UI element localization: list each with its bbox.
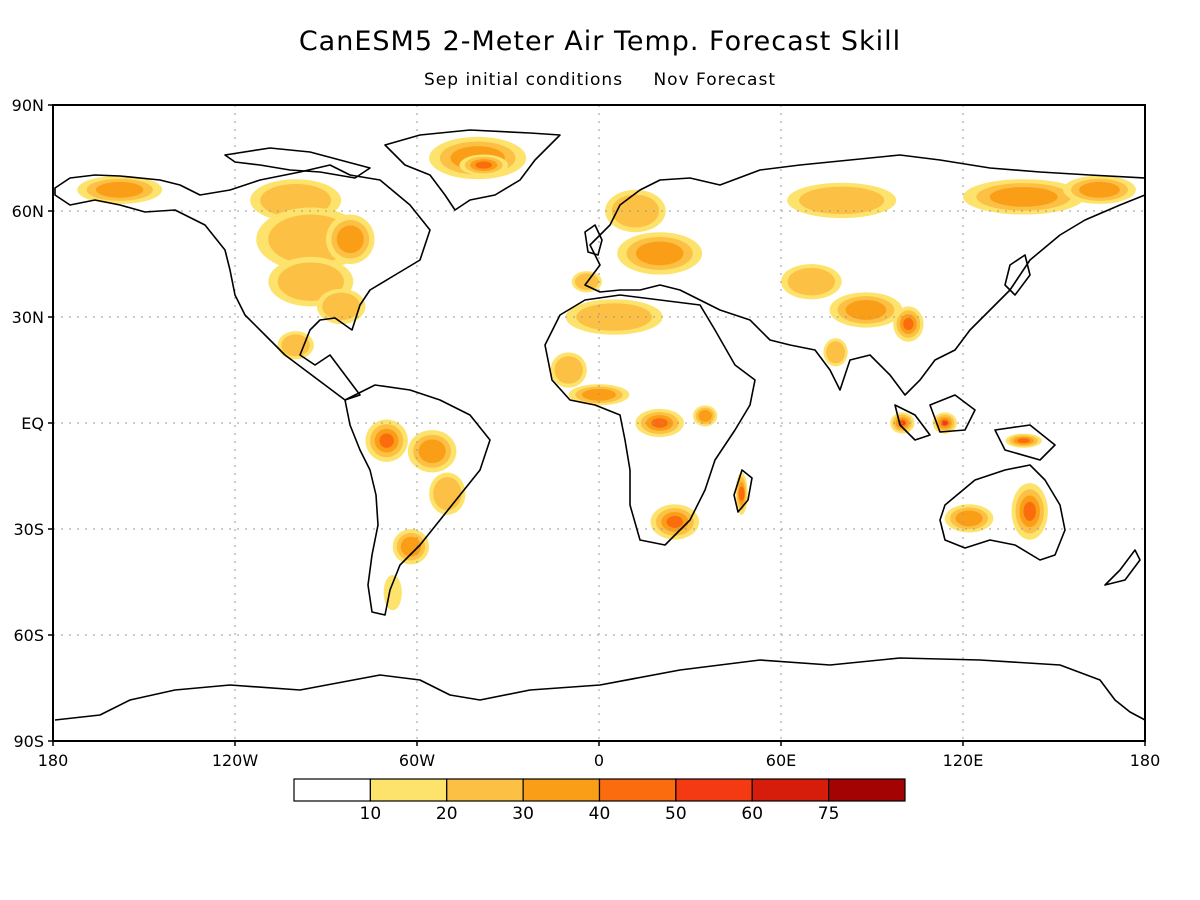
colorbar-swatch bbox=[293, 778, 371, 802]
skill-region-amazon-east-level-3 bbox=[418, 439, 446, 464]
coastline-uk bbox=[584, 224, 603, 256]
colorbar-swatch bbox=[369, 778, 448, 802]
lat-tick-label: EQ bbox=[21, 414, 44, 433]
skill-region-china-south-level-4 bbox=[903, 318, 914, 331]
skill-region-southern-africa-level-4 bbox=[666, 515, 684, 528]
skill-region-india-level-2 bbox=[826, 341, 846, 364]
lon-tick-label: 120W bbox=[212, 751, 259, 770]
skill-region-borneo-level-5 bbox=[941, 421, 948, 425]
colorbar-level-label: 60 bbox=[741, 804, 763, 824]
skill-region-alaska-level-3 bbox=[95, 181, 144, 198]
lat-tick-label: 60N bbox=[12, 202, 44, 221]
skill-region-europe-central-level-3 bbox=[635, 241, 684, 266]
colorbar-level-label: 30 bbox=[512, 804, 534, 824]
colorbar-swatch bbox=[522, 778, 601, 802]
lon-tick-label: 60W bbox=[399, 751, 435, 770]
colorbar-level-label: 50 bbox=[665, 804, 687, 824]
colorbar: 10 20 30 40 50 60 75 bbox=[293, 778, 906, 824]
lon-tick-label: 0 bbox=[594, 751, 604, 770]
skill-region-mexico-level-2 bbox=[281, 334, 310, 357]
colorbar-swatch bbox=[828, 778, 906, 802]
skill-shading-layer bbox=[77, 136, 1136, 611]
coastline-greenland bbox=[384, 129, 561, 211]
skill-region-sahel-west-level-2 bbox=[554, 356, 583, 384]
subtitle-initial-conditions: Sep initial conditions bbox=[424, 70, 624, 90]
map-title: CanESM5 2-Meter Air Temp. Forecast Skill bbox=[298, 26, 902, 57]
subtitle-forecast-month: Nov Forecast bbox=[653, 70, 776, 90]
skill-region-australia-east-level-4 bbox=[1023, 501, 1036, 521]
lat-tick-label: 90S bbox=[13, 732, 44, 751]
skill-region-kamchatka-level-3 bbox=[1079, 181, 1120, 198]
lat-tick-label: 90N bbox=[12, 96, 44, 115]
coastline-south-america bbox=[344, 384, 491, 616]
skill-region-us-southeast-level-2 bbox=[322, 292, 361, 321]
coastline-madagascar bbox=[733, 469, 753, 513]
graticule bbox=[53, 105, 1145, 741]
coastline-japan bbox=[1004, 254, 1031, 296]
coastline-africa bbox=[544, 294, 756, 546]
longitude-tick-labels: 180 120W 60W 0 60E 120E 180 bbox=[38, 741, 1161, 770]
skill-region-us-midwest-level-2 bbox=[277, 262, 344, 301]
colorbar-swatch bbox=[751, 778, 830, 802]
colorbar-level-label: 75 bbox=[818, 804, 840, 824]
coastline-new-zealand bbox=[1104, 549, 1141, 586]
skill-region-new-guinea-level-4 bbox=[1017, 438, 1030, 444]
skill-region-madagascar-level-4 bbox=[738, 486, 745, 501]
skill-region-greenland-core-level-4 bbox=[475, 161, 492, 169]
skill-region-hudson-east-level-3 bbox=[336, 225, 364, 254]
coastline-north-america bbox=[54, 164, 431, 401]
latitude-tick-labels: 90N 60N 30N EQ 30S 60S 90S bbox=[12, 96, 53, 751]
lon-tick-label: 180 bbox=[38, 751, 69, 770]
skill-region-siberia-east-level-3 bbox=[989, 186, 1058, 207]
map-subtitle: Sep initial conditions Nov Forecast bbox=[0, 70, 1200, 90]
colorbar-swatch bbox=[598, 778, 677, 802]
skill-region-scandinavia-level-2 bbox=[611, 194, 660, 228]
skill-region-central-africa-level-4 bbox=[651, 418, 668, 428]
skill-region-brazil-south-level-2 bbox=[433, 477, 462, 511]
coastlines bbox=[54, 129, 1146, 721]
skill-region-tibet-level-3 bbox=[845, 300, 887, 320]
lat-tick-label: 60S bbox=[13, 626, 44, 645]
coastline-canadian-arctic bbox=[224, 147, 371, 179]
lon-tick-label: 120E bbox=[943, 751, 984, 770]
coastline-australia bbox=[939, 464, 1066, 561]
skill-region-argentina-level-3 bbox=[400, 536, 422, 557]
lat-tick-label: 30S bbox=[13, 520, 44, 539]
colorbar-swatch bbox=[446, 778, 524, 802]
lon-tick-label: 180 bbox=[1130, 751, 1161, 770]
colorbar-level-label: 20 bbox=[436, 804, 458, 824]
skill-region-australia-west-level-3 bbox=[955, 510, 983, 527]
coastline-maritime-se-asia bbox=[894, 394, 1056, 461]
coastline-antarctica bbox=[54, 657, 1146, 721]
skill-region-siberia-west-level-2 bbox=[799, 186, 885, 215]
lat-tick-label: 30N bbox=[12, 308, 44, 327]
lon-tick-label: 60E bbox=[766, 751, 796, 770]
colorbar-swatch bbox=[675, 778, 753, 802]
colorbar-level-label: 40 bbox=[589, 804, 611, 824]
skill-region-amazon-west-level-4 bbox=[379, 433, 394, 448]
colorbar-level-label: 10 bbox=[360, 804, 382, 824]
skill-region-central-asia-level-2 bbox=[787, 267, 835, 296]
skill-region-east-africa-level-3 bbox=[698, 409, 712, 422]
